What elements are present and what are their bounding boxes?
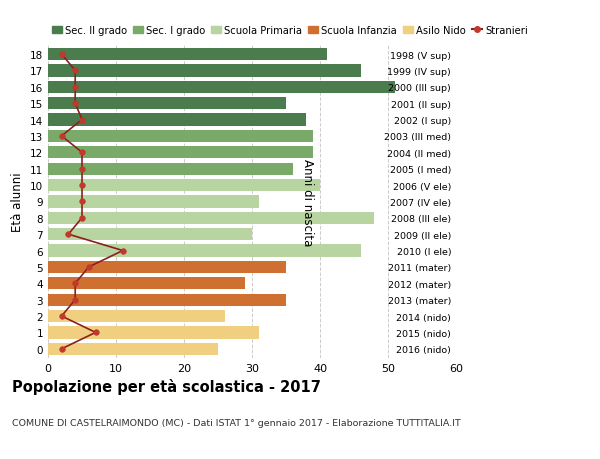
Bar [48, 229, 252, 241]
Bar [48, 163, 293, 175]
Text: COMUNE DI CASTELRAIMONDO (MC) - Dati ISTAT 1° gennaio 2017 - Elaborazione TUTTIT: COMUNE DI CASTELRAIMONDO (MC) - Dati IST… [12, 418, 461, 427]
Legend: Sec. II grado, Sec. I grado, Scuola Primaria, Scuola Infanzia, Asilo Nido, Stran: Sec. II grado, Sec. I grado, Scuola Prim… [48, 22, 532, 39]
Bar [48, 196, 259, 208]
Bar [48, 278, 245, 290]
Y-axis label: Età alunni: Età alunni [11, 172, 25, 232]
Bar [48, 49, 327, 61]
Bar [48, 343, 218, 355]
Bar [48, 245, 361, 257]
Bar [48, 114, 307, 126]
Bar [48, 65, 361, 78]
Bar [48, 130, 313, 143]
Bar [48, 98, 286, 110]
Bar [48, 310, 225, 323]
Text: Popolazione per età scolastica - 2017: Popolazione per età scolastica - 2017 [12, 379, 321, 395]
Bar [48, 212, 374, 224]
Bar [48, 294, 286, 306]
Bar [48, 326, 259, 339]
Bar [48, 147, 313, 159]
Bar [48, 261, 286, 274]
Bar [48, 179, 320, 192]
Bar [48, 81, 395, 94]
Y-axis label: Anni di nascita: Anni di nascita [301, 158, 314, 246]
